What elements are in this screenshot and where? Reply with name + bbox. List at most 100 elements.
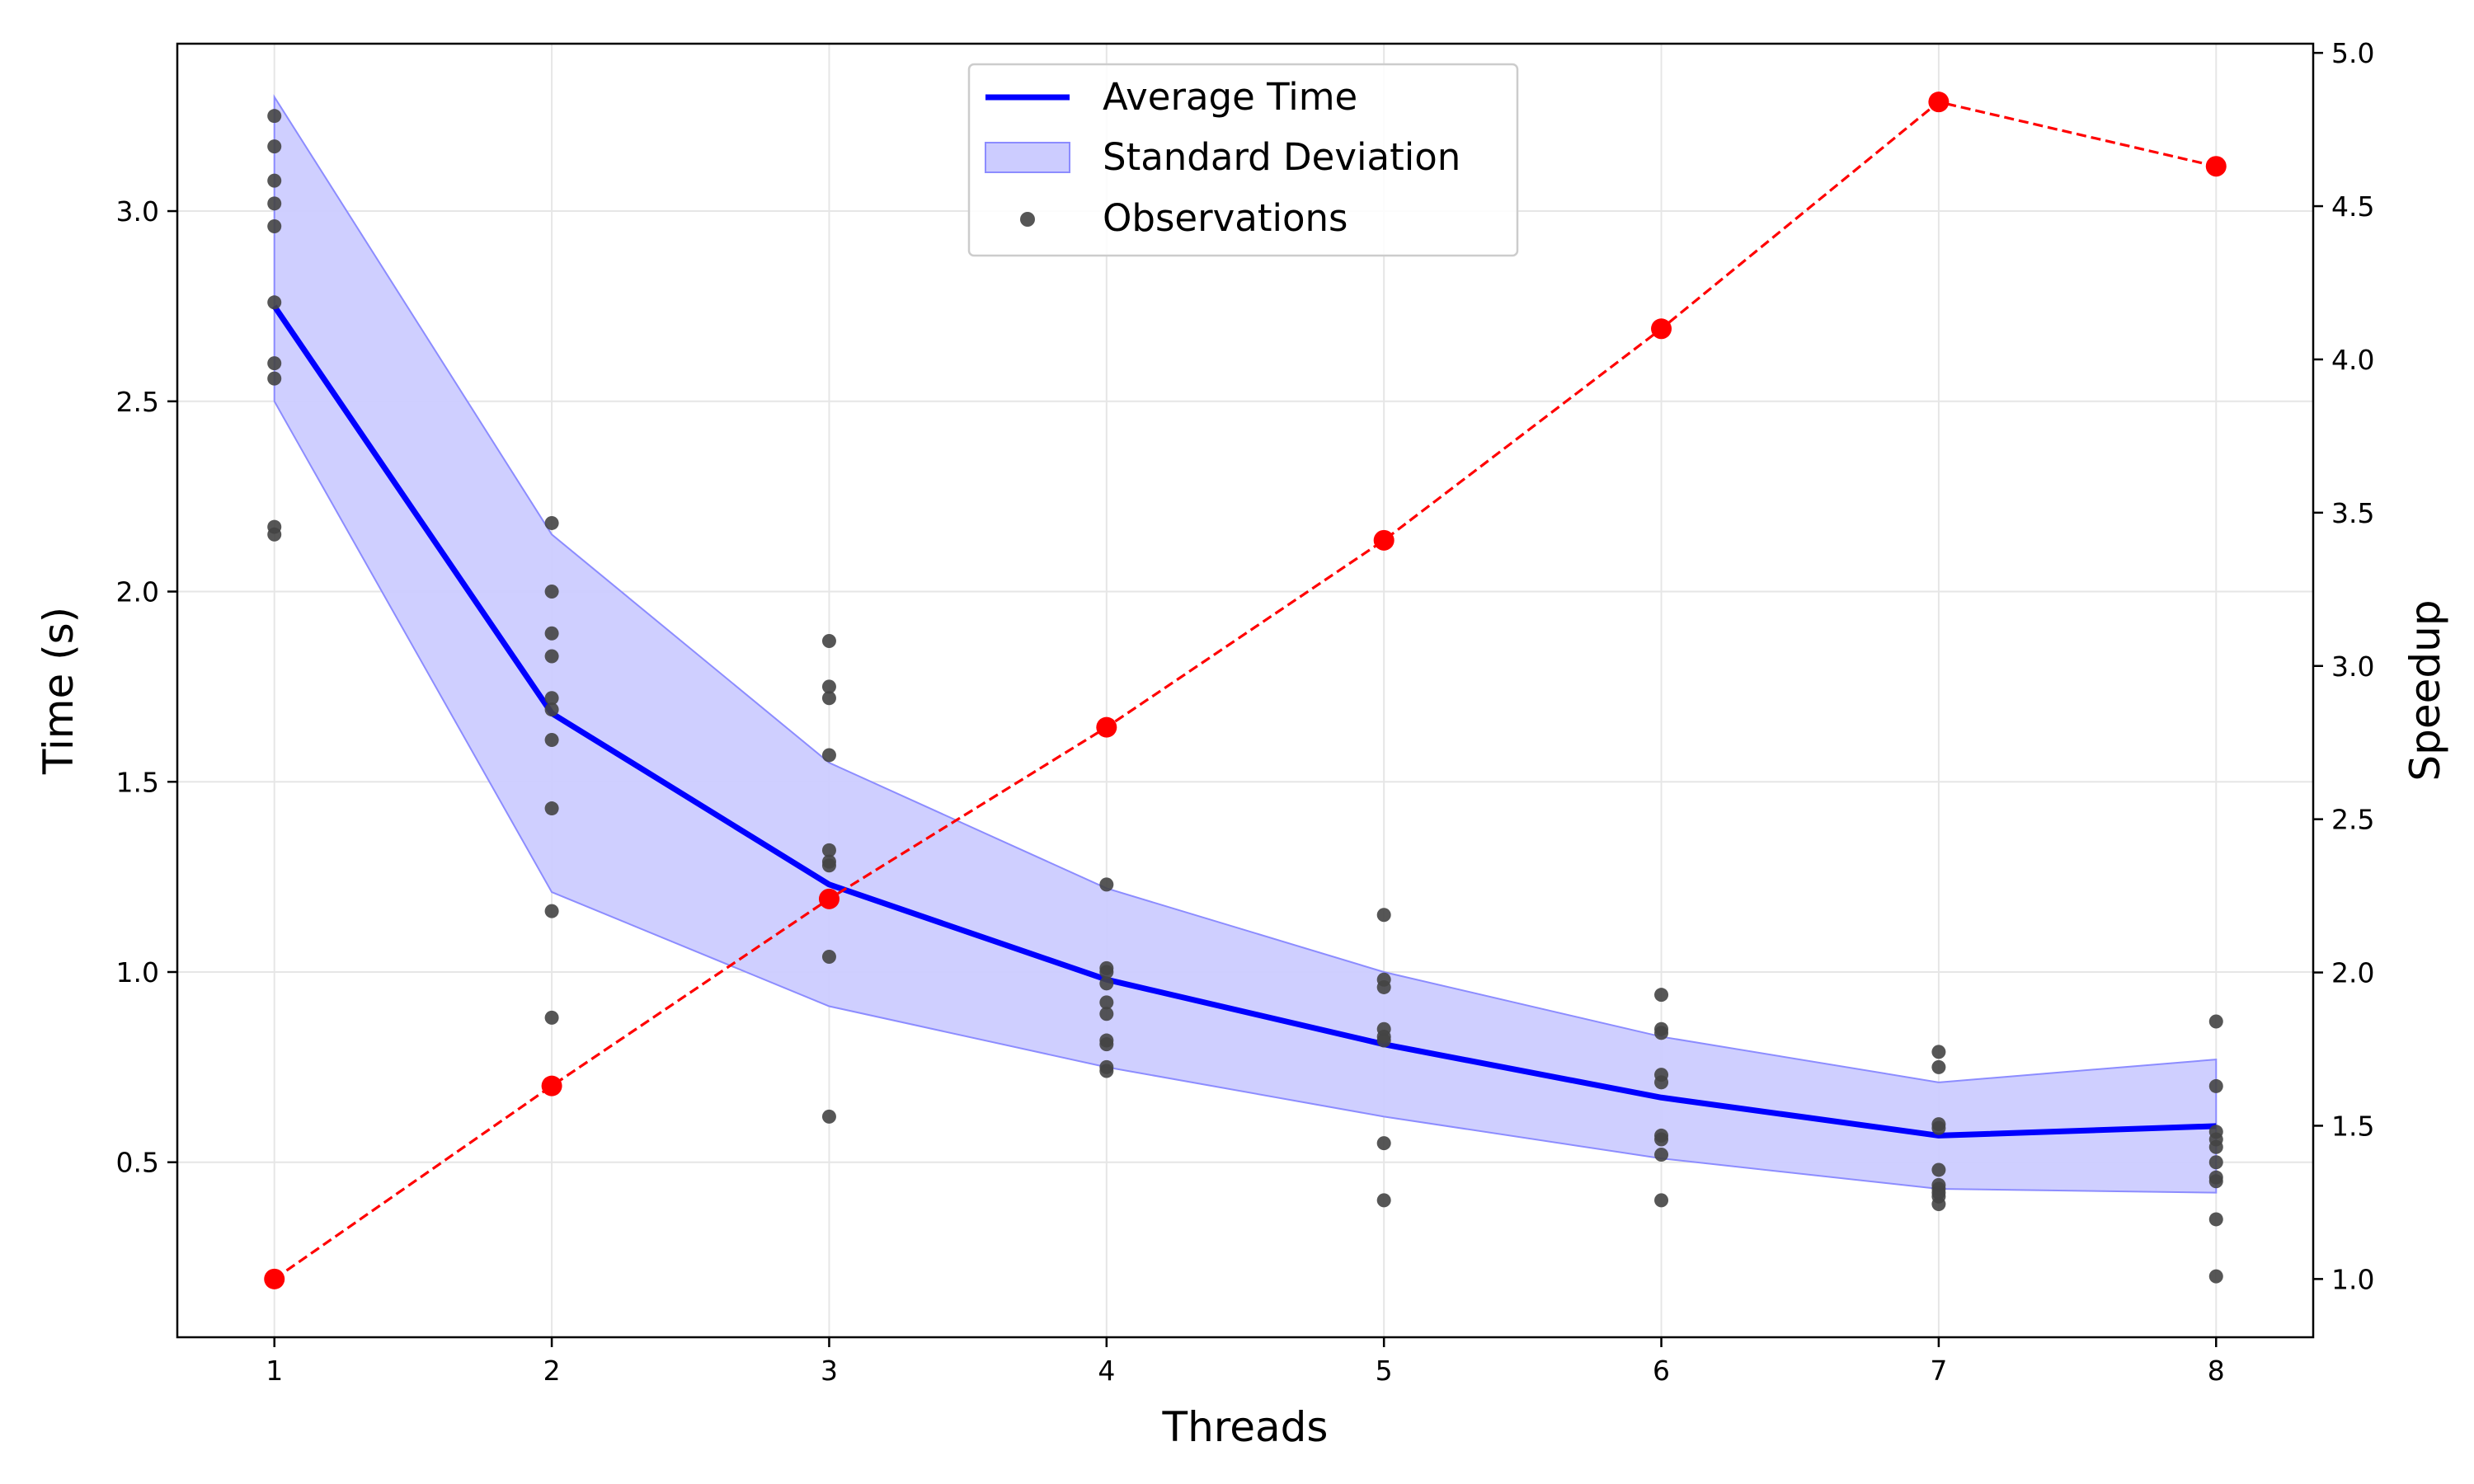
y2-tick-label: 1.5 — [2331, 1110, 2374, 1142]
observation-point — [821, 679, 836, 694]
observation-point — [544, 1010, 559, 1025]
y2-tick-label: 3.5 — [2331, 497, 2374, 529]
observation-point — [1099, 1064, 1114, 1078]
observation-point — [267, 139, 282, 154]
y-axis-title: Time (s) — [35, 607, 82, 775]
y2-tick-label: 2.5 — [2331, 804, 2374, 836]
legend-box — [967, 63, 1519, 257]
y2-tick-label: 2.0 — [2331, 957, 2374, 989]
legend-label-observations: Observations — [1103, 196, 1348, 240]
speedup-dashed-line — [273, 100, 2217, 1280]
observation-point — [821, 634, 836, 649]
observation-point — [1099, 976, 1114, 991]
legend-observation-marker — [1020, 212, 1035, 227]
observation-point — [544, 732, 559, 747]
x-tick-label: 5 — [1376, 1355, 1393, 1387]
observation-point — [1376, 979, 1391, 994]
x-tick-label: 8 — [2208, 1355, 2225, 1387]
observation-point — [267, 295, 282, 310]
observation-point — [1931, 1162, 1946, 1177]
observation-point — [544, 691, 559, 706]
observation-point — [267, 356, 282, 371]
observation-point — [1654, 988, 1669, 1003]
observation-point — [2208, 1078, 2223, 1093]
x-tick-label: 3 — [821, 1355, 838, 1387]
y2-tick-label: 4.0 — [2331, 344, 2374, 376]
x-axis-ticks: 1 2 3 4 5 6 7 8 — [266, 1337, 2225, 1387]
observation-point — [2208, 1269, 2223, 1284]
speedup-marker — [264, 1268, 285, 1289]
observation-point — [544, 626, 559, 641]
std-band-area — [273, 94, 2218, 1194]
y-tick-label: 1.0 — [116, 956, 159, 989]
average-time-polyline — [271, 304, 2217, 1139]
speedup-marker — [1651, 318, 1672, 340]
y2-tick-label: 5.0 — [2331, 37, 2374, 69]
observation-point — [1376, 1136, 1391, 1151]
observation-point — [544, 702, 559, 717]
observation-points — [267, 109, 2223, 1284]
legend-std-band-swatch — [985, 142, 1070, 173]
observation-point — [1099, 1037, 1114, 1052]
observation-point — [544, 801, 559, 816]
y2-axis-ticks: 1.0 1.5 2.0 2.5 3.0 3.5 4.0 4.5 5.0 — [2313, 37, 2374, 1295]
observation-point — [1099, 995, 1114, 1010]
observation-point — [821, 748, 836, 763]
observation-point — [267, 219, 282, 234]
observation-point — [1931, 1120, 1946, 1135]
observation-point — [544, 585, 559, 599]
observation-point — [1654, 1132, 1669, 1147]
observation-point — [1376, 908, 1391, 923]
observation-point — [267, 371, 282, 386]
y-tick-label: 3.0 — [116, 195, 159, 228]
observation-point — [2208, 1139, 2223, 1154]
speedup-marker — [541, 1075, 562, 1097]
y2-tick-label: 1.0 — [2331, 1263, 2374, 1295]
observation-point — [2208, 1212, 2223, 1227]
y-axis-ticks: 0.5 1.0 1.5 2.0 2.5 3.0 — [116, 195, 177, 1179]
average-time-line — [271, 304, 2217, 1139]
std-deviation-band — [273, 94, 2218, 1194]
plot-area-frame — [176, 42, 2315, 1339]
legend-label-standard-deviation: Standard Deviation — [1103, 135, 1460, 179]
speedup-marker — [1096, 716, 1117, 738]
observation-point — [2208, 1155, 2223, 1170]
legend-label-average-time: Average Time — [1103, 75, 1357, 119]
observation-point — [1654, 1193, 1669, 1208]
y-tick-label: 2.0 — [116, 576, 159, 608]
observation-point — [2208, 1174, 2223, 1189]
observation-point — [267, 109, 282, 124]
x-tick-label: 4 — [1098, 1355, 1115, 1387]
observation-point — [1931, 1045, 1946, 1059]
y-tick-label: 2.5 — [116, 386, 159, 418]
x-tick-label: 2 — [543, 1355, 561, 1387]
observation-point — [544, 515, 559, 530]
legend: Average Time Standard Deviation Observat… — [967, 63, 1519, 257]
observation-point — [544, 904, 559, 918]
y2-axis-title: Speedup — [2401, 599, 2449, 781]
observation-point — [544, 649, 559, 664]
observation-point — [1099, 877, 1114, 892]
speedup-marker — [1373, 529, 1395, 551]
observation-point — [1099, 1007, 1114, 1021]
y-tick-label: 1.5 — [116, 766, 159, 798]
y2-tick-label: 3.0 — [2331, 650, 2374, 683]
speedup-marker — [1928, 92, 1950, 113]
observation-point — [267, 173, 282, 188]
x-tick-label: 6 — [1653, 1355, 1670, 1387]
y2-tick-label: 4.5 — [2331, 190, 2374, 223]
speedup-marker — [2205, 156, 2227, 177]
observation-point — [1654, 1026, 1669, 1040]
x-axis-title: Threads — [1162, 1403, 1329, 1451]
speedup-marker — [818, 888, 840, 909]
observation-point — [821, 1109, 836, 1124]
observation-point — [1654, 1147, 1669, 1162]
observation-point — [1931, 1059, 1946, 1074]
speedup-series — [264, 92, 2227, 1289]
x-tick-label: 7 — [1930, 1355, 1947, 1387]
observation-point — [821, 858, 836, 873]
observation-point — [1099, 965, 1114, 979]
observation-point — [1376, 1193, 1391, 1208]
observation-point — [1654, 1075, 1669, 1090]
